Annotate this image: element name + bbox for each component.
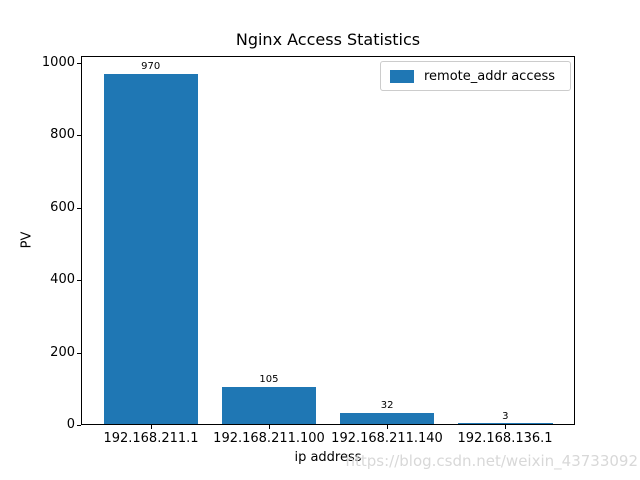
- y-tick-mark: [77, 208, 81, 209]
- y-tick-mark: [77, 63, 81, 64]
- y-tick-mark: [77, 280, 81, 281]
- y-tick-label: 1000: [41, 55, 75, 70]
- y-axis-label: PV: [19, 231, 35, 249]
- x-tick-label: 192.168.211.140: [331, 431, 443, 446]
- bar: [221, 387, 317, 424]
- watermark: https://blog.csdn.net/weixin_43733092: [345, 452, 638, 470]
- bar: [339, 413, 435, 424]
- legend-swatch: [390, 69, 414, 83]
- x-tick-mark: [269, 425, 270, 429]
- bar: [103, 74, 198, 424]
- y-tick-label: 200: [50, 345, 75, 360]
- legend-label: remote_addr access: [424, 68, 556, 84]
- y-tick-label: 600: [50, 200, 75, 215]
- y-tick-mark: [77, 425, 81, 426]
- x-tick-label: 192.168.211.1: [103, 431, 199, 446]
- bar-value-label: 970: [141, 60, 161, 72]
- bar-value-label: 105: [259, 373, 279, 385]
- chart-title: Nginx Access Statistics: [235, 30, 421, 49]
- y-tick-label: 800: [50, 127, 75, 142]
- legend: remote_addr access: [380, 61, 571, 91]
- y-tick-mark: [77, 135, 81, 136]
- y-tick-mark: [77, 353, 81, 354]
- plot-area: [81, 56, 575, 425]
- x-tick-mark: [387, 425, 388, 429]
- x-axis-label: ip address: [294, 450, 362, 465]
- bar-value-label: 32: [380, 400, 394, 412]
- x-tick-label: 192.168.211.100: [213, 431, 325, 446]
- bar: [458, 423, 553, 424]
- x-tick-label: 192.168.136.1: [457, 431, 553, 446]
- x-tick-mark: [505, 425, 506, 429]
- y-tick-label: 0: [66, 417, 75, 432]
- x-tick-mark: [151, 425, 152, 429]
- bar-value-label: 3: [502, 410, 509, 422]
- y-tick-label: 400: [50, 272, 75, 287]
